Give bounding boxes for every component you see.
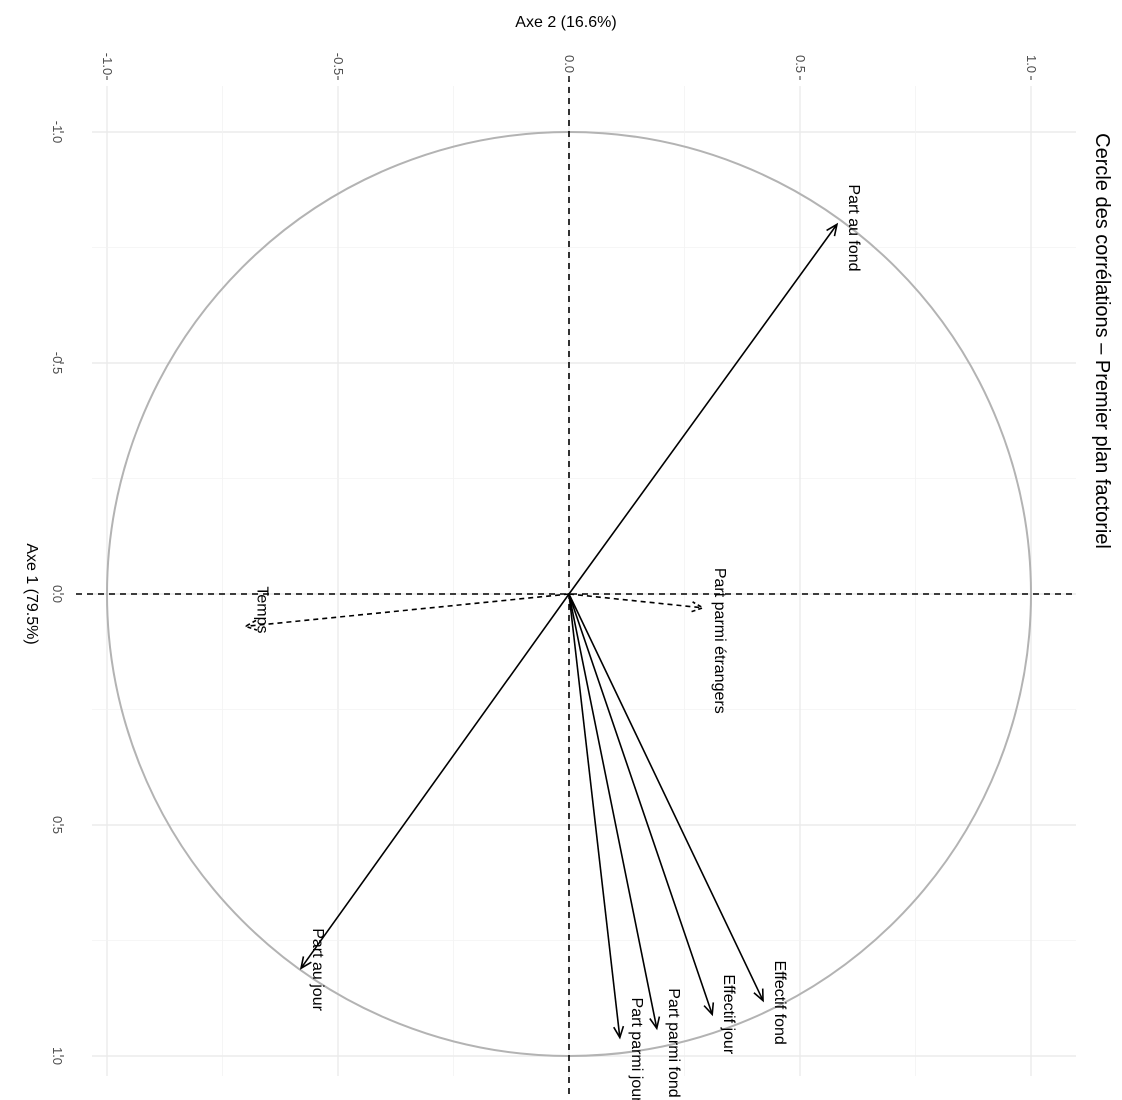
arrow-shaft [568, 593, 713, 1015]
arrow-shaft [245, 593, 570, 628]
variable-arrow [568, 593, 764, 1003]
variable-arrow [568, 593, 625, 1040]
variable-arrow [568, 593, 715, 1017]
arrow-head [703, 1002, 715, 1017]
y-tick-label: -1.0 [100, 53, 115, 75]
variable-arrow [568, 222, 839, 595]
arrow-head [691, 601, 705, 613]
variable-label: Part parmi étrangers [711, 568, 728, 714]
y-tick-label: 1.0 [1024, 55, 1039, 73]
variable-label: Effectif fond [771, 961, 788, 1045]
tick-labels: -1.0 -0.5 0.0 0.5 1.0 -1.0 -0.5 0.0 0.5 1.0 [50, 53, 1039, 1065]
grid [92, 86, 1076, 1076]
y-tick-label: 0.5 [793, 55, 808, 73]
arrow-head [826, 222, 839, 237]
variable-label: Effectif jour [720, 974, 737, 1054]
chart-title: Cercle des corrélations – Premier plan f… [1091, 133, 1113, 549]
variable-label: Part parmi jour [628, 998, 645, 1100]
variable-vectors [243, 222, 839, 1040]
arrow-head [299, 956, 312, 970]
y-tick-label: -0.5 [331, 53, 346, 75]
y-axis-title: Axe 2 (16.6%) [515, 14, 616, 31]
y-tick-label: 0.0 [562, 55, 577, 73]
variable-label: Part au fond [845, 184, 862, 271]
variable-arrow [243, 593, 570, 631]
variable-arrow [299, 593, 570, 970]
arrow-head [613, 1025, 625, 1040]
x-axis-title: Axe 1 (79.5%) [23, 543, 40, 644]
x-tick-label: 0.0 [50, 585, 65, 603]
variable-label: Temps [254, 586, 271, 633]
x-tick-label: -0.5 [50, 352, 65, 374]
x-tick-label: 0.5 [50, 816, 65, 834]
x-tick-label: -1.0 [50, 121, 65, 143]
arrow-shaft [568, 593, 764, 1001]
variable-label: Part parmi fond [665, 988, 682, 1097]
arrow-head [649, 1016, 661, 1031]
arrow-shaft [568, 593, 658, 1029]
arrow-shaft [568, 223, 838, 595]
arrow-shaft [300, 593, 570, 969]
variable-arrow [568, 593, 661, 1031]
arrow-shaft [568, 593, 621, 1038]
variable-label: Part au jour [309, 928, 326, 1011]
x-tick-label: 1.0 [50, 1047, 65, 1065]
variable-arrow [568, 593, 705, 613]
arrow-shaft [568, 593, 704, 609]
variable-labels: Part au fond Part parmi étrangers Temps Par… [254, 184, 862, 1100]
arrow-head [753, 988, 764, 1003]
